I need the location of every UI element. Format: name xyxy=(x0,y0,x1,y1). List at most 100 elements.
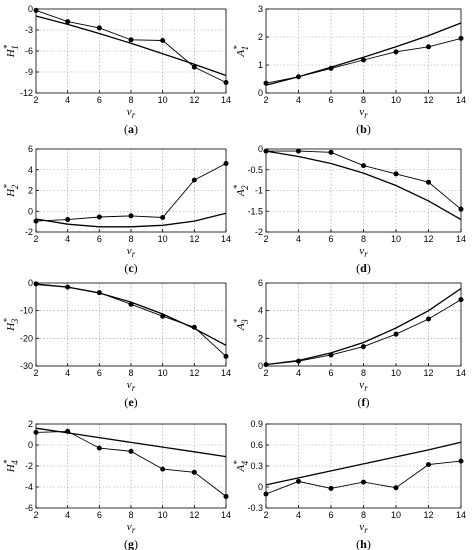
x-tick-label: 4 xyxy=(65,95,70,105)
y-axis-label: A*1 xyxy=(232,45,250,58)
data-point xyxy=(458,206,464,212)
data-point xyxy=(223,161,229,167)
x-tick-label: 14 xyxy=(456,234,466,244)
x-tick-label: 14 xyxy=(456,510,466,520)
x-tick-label: 4 xyxy=(65,510,70,520)
data-point xyxy=(33,7,39,13)
data-point xyxy=(458,35,464,41)
data-point xyxy=(191,469,197,475)
y-tick-label: -3 xyxy=(25,25,33,35)
x-tick-label: 10 xyxy=(391,234,401,244)
data-point xyxy=(458,458,464,464)
y-axis-label: H*3 xyxy=(2,318,20,332)
x-tick-label: 12 xyxy=(189,234,199,244)
data-point xyxy=(96,445,102,451)
y-tick-label: 0 xyxy=(258,144,263,154)
panel-g: 2 4 6 8 10 12 14 2 0 -2 -4 -6 vr H*4 (g) xyxy=(2,419,231,550)
x-tick-label: 10 xyxy=(158,510,168,520)
y-tick-label: -2 xyxy=(25,461,33,471)
x-tick-label: 8 xyxy=(128,234,133,244)
data-point xyxy=(361,57,366,63)
x-tick-label: 6 xyxy=(328,510,333,520)
x-tick-label: 2 xyxy=(263,234,268,244)
x-tick-label: 12 xyxy=(423,368,433,378)
x-tick-label: 4 xyxy=(296,368,301,378)
x-tick-label: 12 xyxy=(423,510,433,520)
x-axis-label: vr xyxy=(127,106,136,120)
data-point xyxy=(263,491,269,497)
x-tick-label: 10 xyxy=(158,368,168,378)
data-point xyxy=(393,49,399,55)
data-point xyxy=(160,214,166,220)
y-tick-label: 0 xyxy=(258,361,263,371)
x-axis-label: vr xyxy=(359,379,368,393)
x-tick-label: 2 xyxy=(33,234,38,244)
x-tick-label: 8 xyxy=(361,510,366,520)
data-point xyxy=(33,429,39,435)
y-axis-label: A*3 xyxy=(232,318,250,331)
data-point xyxy=(128,213,134,219)
y-axis-label: H*2 xyxy=(2,184,20,198)
x-tick-label: 4 xyxy=(65,234,70,244)
y-tick-label: -10 xyxy=(20,306,33,316)
data-point xyxy=(296,148,301,154)
panel-letter: (d) xyxy=(356,261,371,275)
data-point xyxy=(160,466,166,472)
x-tick-label: 10 xyxy=(158,95,168,105)
data-point xyxy=(191,177,197,183)
y-tick-label: -1 xyxy=(255,186,263,196)
x-tick-label: 4 xyxy=(296,234,301,244)
y-tick-label: 2 xyxy=(258,333,263,343)
x-tick-label: 4 xyxy=(296,95,301,105)
data-point xyxy=(328,149,334,155)
x-tick-label: 10 xyxy=(158,234,168,244)
x-tick-label: 8 xyxy=(361,368,366,378)
data-point xyxy=(223,80,229,85)
panel-letter: (h) xyxy=(356,537,371,550)
y-tick-label: 0 xyxy=(258,482,263,492)
y-tick-label: -6 xyxy=(25,46,33,56)
y-tick-label: -30 xyxy=(20,361,33,371)
panel-e: 2 4 6 8 10 12 14 0 -10 -20 -30 vr H*3 (e) xyxy=(2,278,231,409)
y-tick-label: -2 xyxy=(255,227,263,237)
x-tick-label: 12 xyxy=(189,368,199,378)
x-axis-label: vr xyxy=(359,521,368,535)
y-tick-label: 0.3 xyxy=(250,461,263,471)
data-point xyxy=(160,38,166,43)
fitted-curve xyxy=(35,15,227,77)
data-point xyxy=(361,163,366,169)
data-point xyxy=(65,217,71,223)
x-tick-label: 6 xyxy=(328,368,333,378)
x-tick-label: 6 xyxy=(97,234,102,244)
x-tick-label: 14 xyxy=(221,95,231,105)
data-point xyxy=(191,64,197,70)
y-tick-label: 0 xyxy=(28,440,33,450)
fitted-curve xyxy=(35,212,227,228)
x-axis-label: vr xyxy=(359,245,368,259)
y-tick-label: -1.5 xyxy=(247,206,263,216)
x-tick-label: 6 xyxy=(97,510,102,520)
y-axis-label: H*4 xyxy=(2,459,20,473)
x-tick-label: 14 xyxy=(221,234,231,244)
x-tick-label: 14 xyxy=(221,510,231,520)
data-point xyxy=(223,493,229,499)
panel-letter: (a) xyxy=(124,122,138,136)
x-tick-label: 6 xyxy=(328,95,333,105)
data-point xyxy=(426,316,431,322)
panel-d: 2 4 6 8 10 12 14 0 -0.5 -1 -1.5 -2 vr A*2 (d) xyxy=(232,144,466,275)
x-tick-label: 8 xyxy=(128,510,133,520)
x-tick-label: 10 xyxy=(391,95,401,105)
data-point xyxy=(393,171,399,177)
fitted-curve xyxy=(265,22,462,86)
y-axis-label: H*1 xyxy=(2,44,20,58)
data-point xyxy=(223,353,229,359)
x-tick-label: 8 xyxy=(361,95,366,105)
y-tick-label: -12 xyxy=(20,88,33,98)
x-tick-label: 2 xyxy=(33,368,38,378)
y-tick-label: 2 xyxy=(28,419,33,429)
x-tick-label: 14 xyxy=(221,368,231,378)
measured-series-line xyxy=(35,9,227,83)
